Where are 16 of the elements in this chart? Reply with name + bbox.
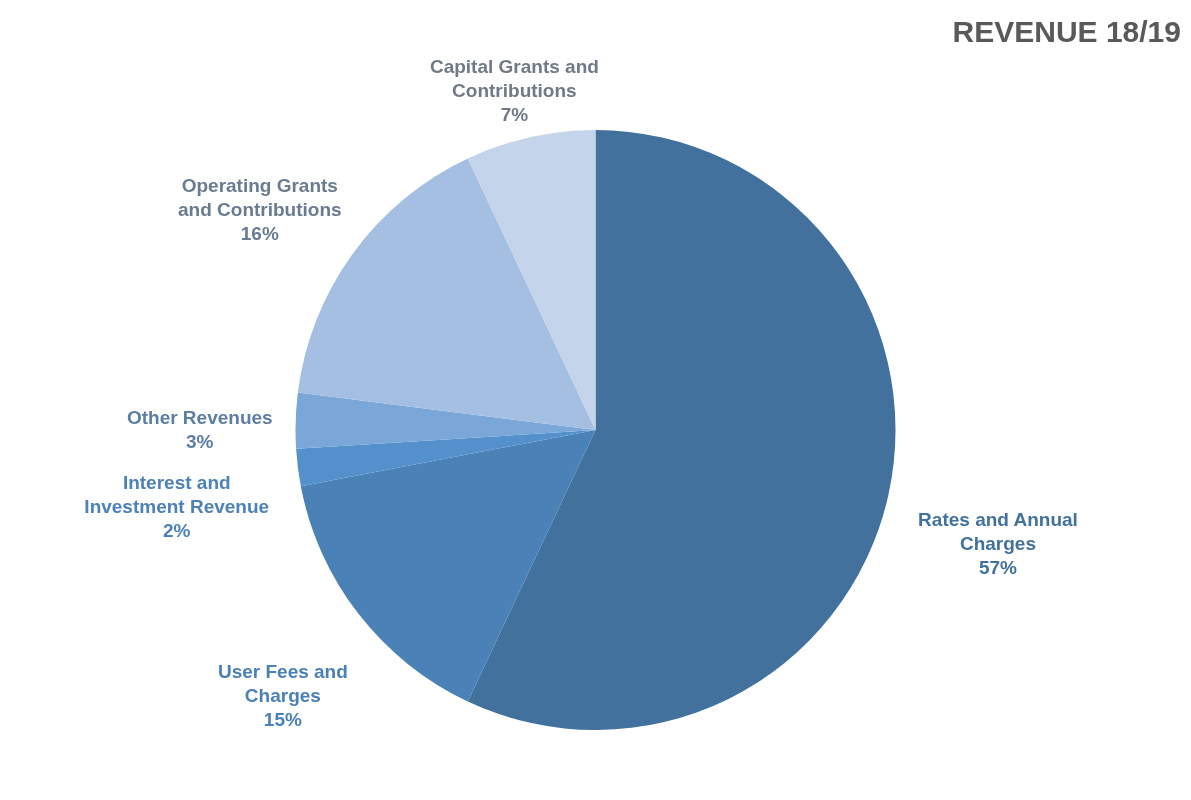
data-label: 3% <box>186 430 214 452</box>
slice-label: User Fees and Charges <box>217 661 348 707</box>
data-label: 7% <box>500 104 529 126</box>
data-label: 15% <box>263 709 302 731</box>
slice-label: Other Revenues <box>126 406 273 428</box>
pie-slice <box>467 130 596 430</box>
slice-label: Interest and Investment Revenue <box>84 471 270 517</box>
pie-slice <box>467 130 896 730</box>
data-label: 57% <box>978 556 1018 578</box>
slice-label: Rates and Annual Charges <box>918 508 1078 554</box>
slice-label: Capital Grants and Contributions <box>429 56 599 102</box>
data-label: 2% <box>163 519 191 541</box>
chart-title: REVENUE 18/19 <box>952 15 1181 49</box>
slice-label: Operating Grants and Contributions <box>178 175 342 221</box>
data-label: 16% <box>240 223 279 245</box>
pie-slice <box>296 430 596 487</box>
